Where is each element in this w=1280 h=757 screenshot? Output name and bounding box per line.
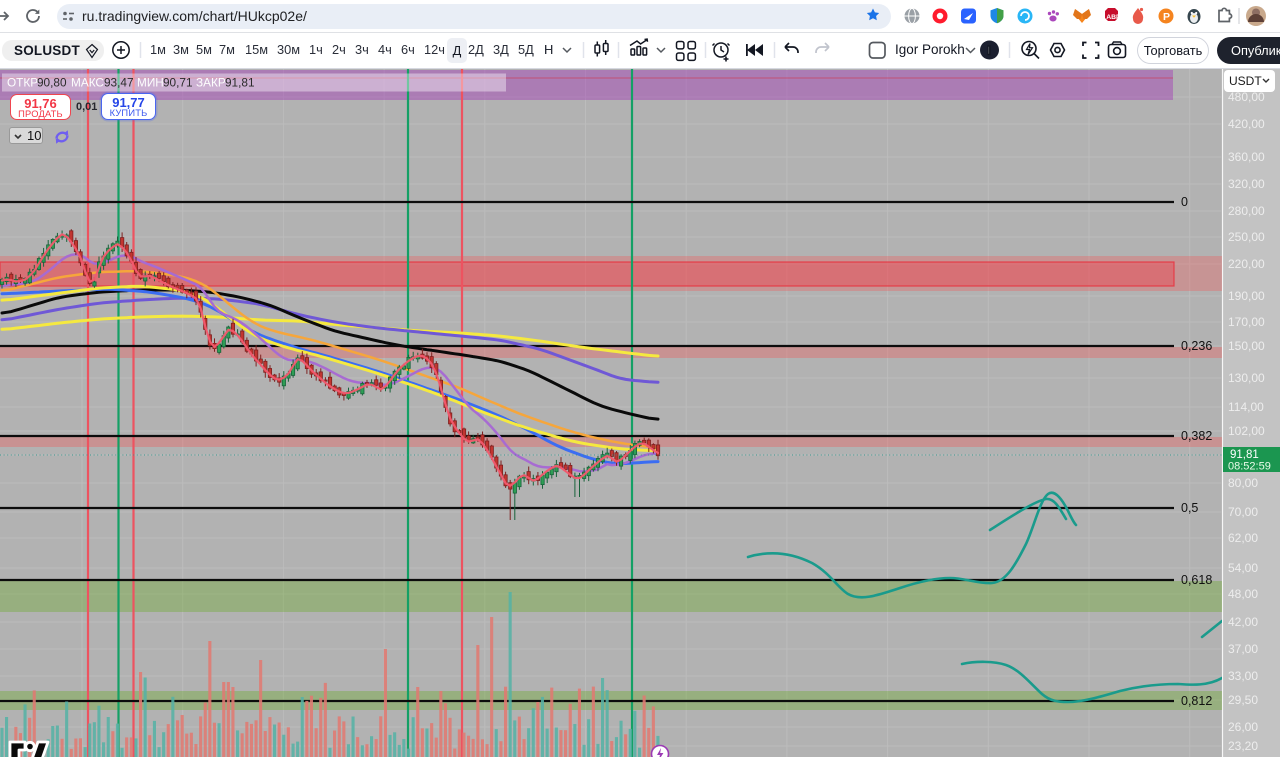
svg-text:ru.tradingview.com/chart/HUkcp: ru.tradingview.com/chart/HUkcp02e/ [82,8,307,24]
svg-text:ABP: ABP [1106,14,1121,21]
svg-text:0,5: 0,5 [1181,501,1198,515]
svg-text:P: P [1163,11,1170,23]
svg-text:480,00: 480,00 [1228,90,1265,104]
svg-text:0,382: 0,382 [1181,429,1212,443]
svg-text:62,00: 62,00 [1228,531,1258,545]
svg-text:190,00: 190,00 [1228,289,1265,303]
svg-text:130,00: 130,00 [1228,371,1265,385]
svg-text:33,00: 33,00 [1228,669,1258,683]
svg-text:0,618: 0,618 [1181,573,1212,587]
svg-text:280,00: 280,00 [1228,204,1265,218]
svg-text:320,00: 320,00 [1228,177,1265,191]
svg-text:150,00: 150,00 [1228,339,1265,353]
svg-text:48,00: 48,00 [1228,587,1258,601]
svg-text:114,00: 114,00 [1228,400,1264,414]
svg-text:91,81: 91,81 [1230,449,1259,461]
svg-text:220,00: 220,00 [1228,257,1265,271]
svg-text:250,00: 250,00 [1228,230,1265,244]
svg-text:70,00: 70,00 [1228,505,1258,519]
svg-text:0,236: 0,236 [1181,339,1212,353]
svg-text:0,812: 0,812 [1181,694,1212,708]
svg-text:91,81: 91,81 [225,76,255,90]
svg-text:90,80: 90,80 [37,76,67,90]
svg-text:54,00: 54,00 [1228,561,1258,575]
svg-text:90,71: 90,71 [163,76,193,90]
svg-text:08:52:59: 08:52:59 [1228,461,1271,473]
svg-text:МИН: МИН [137,76,164,90]
svg-text:80,00: 80,00 [1228,476,1258,490]
svg-text:170,00: 170,00 [1228,315,1265,329]
svg-text:26,00: 26,00 [1228,720,1258,734]
svg-text:23,20: 23,20 [1228,739,1258,753]
svg-text:МАКС: МАКС [71,76,104,90]
svg-text:102,00: 102,00 [1228,424,1265,438]
svg-text:93,47: 93,47 [104,76,134,90]
svg-text:I: I [987,44,990,58]
svg-text:420,00: 420,00 [1228,117,1265,131]
svg-text:ЗАКР: ЗАКР [196,76,226,90]
svg-text:42,00: 42,00 [1228,615,1258,629]
svg-text:ОТКР: ОТКР [7,76,38,90]
svg-text:0: 0 [1181,195,1188,209]
svg-text:37,00: 37,00 [1228,642,1258,656]
svg-text:360,00: 360,00 [1228,150,1265,164]
svg-text:29,50: 29,50 [1228,693,1258,707]
